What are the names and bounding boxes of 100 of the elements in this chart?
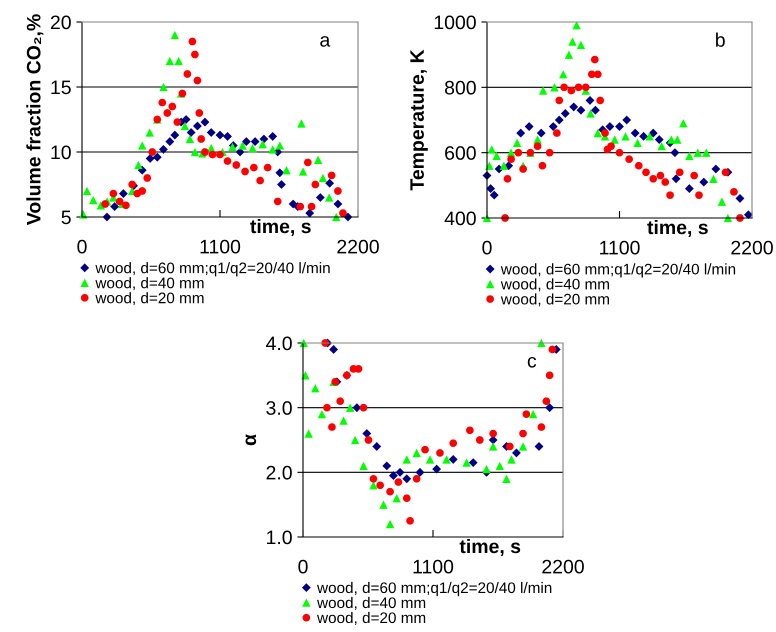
point — [672, 174, 681, 184]
point — [476, 436, 484, 444]
point — [648, 128, 658, 138]
point — [275, 168, 284, 178]
y-axis-title: Temperature, K — [410, 50, 428, 190]
point — [186, 128, 196, 137]
point — [143, 174, 152, 182]
point — [490, 190, 499, 200]
point — [667, 135, 676, 144]
x-axis-title: time, s — [250, 218, 311, 236]
point — [564, 50, 574, 59]
point — [649, 174, 658, 183]
point — [190, 148, 200, 156]
point — [201, 148, 209, 156]
point — [492, 152, 501, 160]
point — [314, 156, 322, 164]
point — [324, 193, 334, 202]
point — [238, 141, 247, 150]
point — [250, 137, 260, 146]
x-tick-label: 1100 — [200, 240, 240, 254]
point — [370, 474, 378, 483]
y-tick-label: 1.0 — [267, 530, 292, 544]
point — [138, 141, 146, 150]
point — [594, 70, 602, 78]
point — [122, 201, 130, 210]
point — [555, 96, 564, 104]
point — [148, 148, 156, 156]
point — [259, 134, 268, 144]
point — [596, 96, 604, 104]
point — [449, 439, 458, 448]
point — [548, 122, 558, 131]
point — [318, 174, 328, 182]
point — [590, 56, 599, 64]
legend-label: wood, d=40 mm — [95, 277, 204, 290]
point — [699, 178, 708, 186]
point — [436, 449, 444, 457]
point — [507, 155, 515, 164]
point — [197, 135, 205, 143]
point — [250, 164, 258, 172]
point — [670, 148, 680, 158]
point — [730, 188, 738, 196]
point — [559, 70, 568, 78]
point — [328, 172, 336, 180]
point — [168, 102, 176, 110]
point — [372, 442, 382, 451]
point — [336, 397, 344, 406]
point — [159, 144, 168, 154]
point — [684, 184, 694, 194]
point — [542, 397, 550, 406]
point — [296, 202, 304, 210]
point — [622, 116, 632, 124]
legend-label: wood, d=20 mm — [95, 292, 204, 306]
point — [182, 115, 191, 124]
point — [506, 442, 514, 450]
annotation: c — [528, 356, 536, 368]
point — [654, 135, 664, 144]
point — [657, 142, 666, 150]
point — [362, 429, 372, 438]
point — [519, 430, 527, 438]
point — [200, 118, 210, 127]
point — [110, 202, 120, 212]
y-tick-label: 10 — [51, 145, 71, 160]
point — [412, 448, 421, 458]
point — [116, 198, 124, 206]
point — [224, 157, 232, 165]
point — [146, 154, 155, 163]
point — [359, 462, 368, 470]
point — [163, 109, 172, 117]
point — [406, 517, 414, 525]
point — [325, 178, 334, 188]
point — [442, 455, 451, 464]
point — [514, 148, 522, 156]
point — [165, 137, 174, 146]
point — [553, 129, 561, 137]
point — [346, 404, 354, 412]
y-tick-label: 3.0 — [266, 401, 292, 415]
point — [538, 162, 546, 170]
point — [297, 119, 306, 128]
x-tick-label: 2200 — [731, 240, 773, 255]
point — [382, 461, 392, 470]
point — [554, 116, 564, 124]
x-tick-label: 0 — [482, 240, 492, 255]
point — [323, 404, 331, 412]
point — [462, 458, 471, 467]
point — [568, 37, 577, 46]
y-tick-label: 800 — [444, 80, 476, 95]
point — [158, 98, 166, 106]
point — [594, 128, 602, 138]
point — [656, 172, 664, 180]
annotation: a — [320, 36, 330, 47]
point — [560, 84, 568, 92]
point — [522, 410, 530, 418]
point — [482, 464, 491, 474]
point — [208, 150, 216, 158]
y-tick-label: 4.0 — [266, 336, 292, 350]
point — [174, 56, 183, 66]
point — [360, 404, 368, 412]
point — [695, 191, 703, 199]
point — [268, 145, 277, 154]
point — [334, 187, 342, 195]
